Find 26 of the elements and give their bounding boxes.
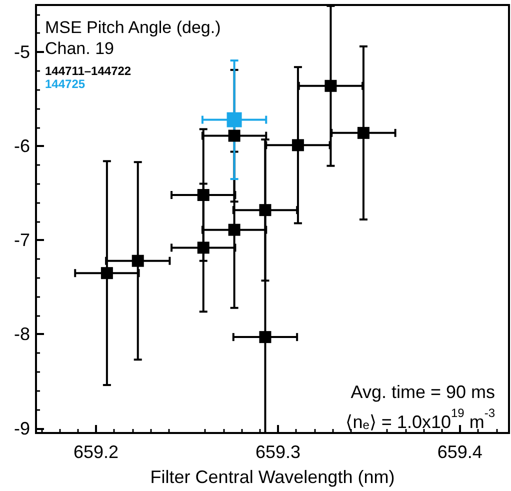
text: 144725 — [45, 77, 86, 91]
point — [226, 112, 242, 128]
point — [357, 126, 370, 139]
text: Chan. 19 — [45, 39, 114, 58]
x-tick-label: 659.3 — [255, 442, 300, 462]
text: MSE Pitch Angle (deg.) — [45, 18, 221, 37]
y-tick-label: -6 — [14, 136, 30, 156]
x-axis-title: Filter Central Wavelength (nm) — [150, 467, 395, 487]
y-tick-label: -8 — [14, 324, 30, 344]
point — [132, 254, 144, 267]
point — [259, 331, 272, 344]
point — [228, 130, 240, 142]
point — [197, 242, 210, 254]
x-tick-label: 659.2 — [74, 442, 119, 462]
y-tick-label: -7 — [14, 230, 30, 250]
x-tick-label: 659.4 — [437, 442, 482, 462]
point — [197, 189, 210, 202]
annotation: Avg. time = 90 ms — [350, 382, 496, 402]
point — [259, 204, 272, 216]
point — [324, 80, 337, 92]
text: 144711–144722 — [45, 64, 132, 78]
y-tick-label: -9 — [14, 418, 30, 438]
point — [292, 139, 304, 152]
point — [100, 267, 113, 280]
y-tick-label: -5 — [14, 42, 30, 62]
point — [228, 224, 240, 236]
